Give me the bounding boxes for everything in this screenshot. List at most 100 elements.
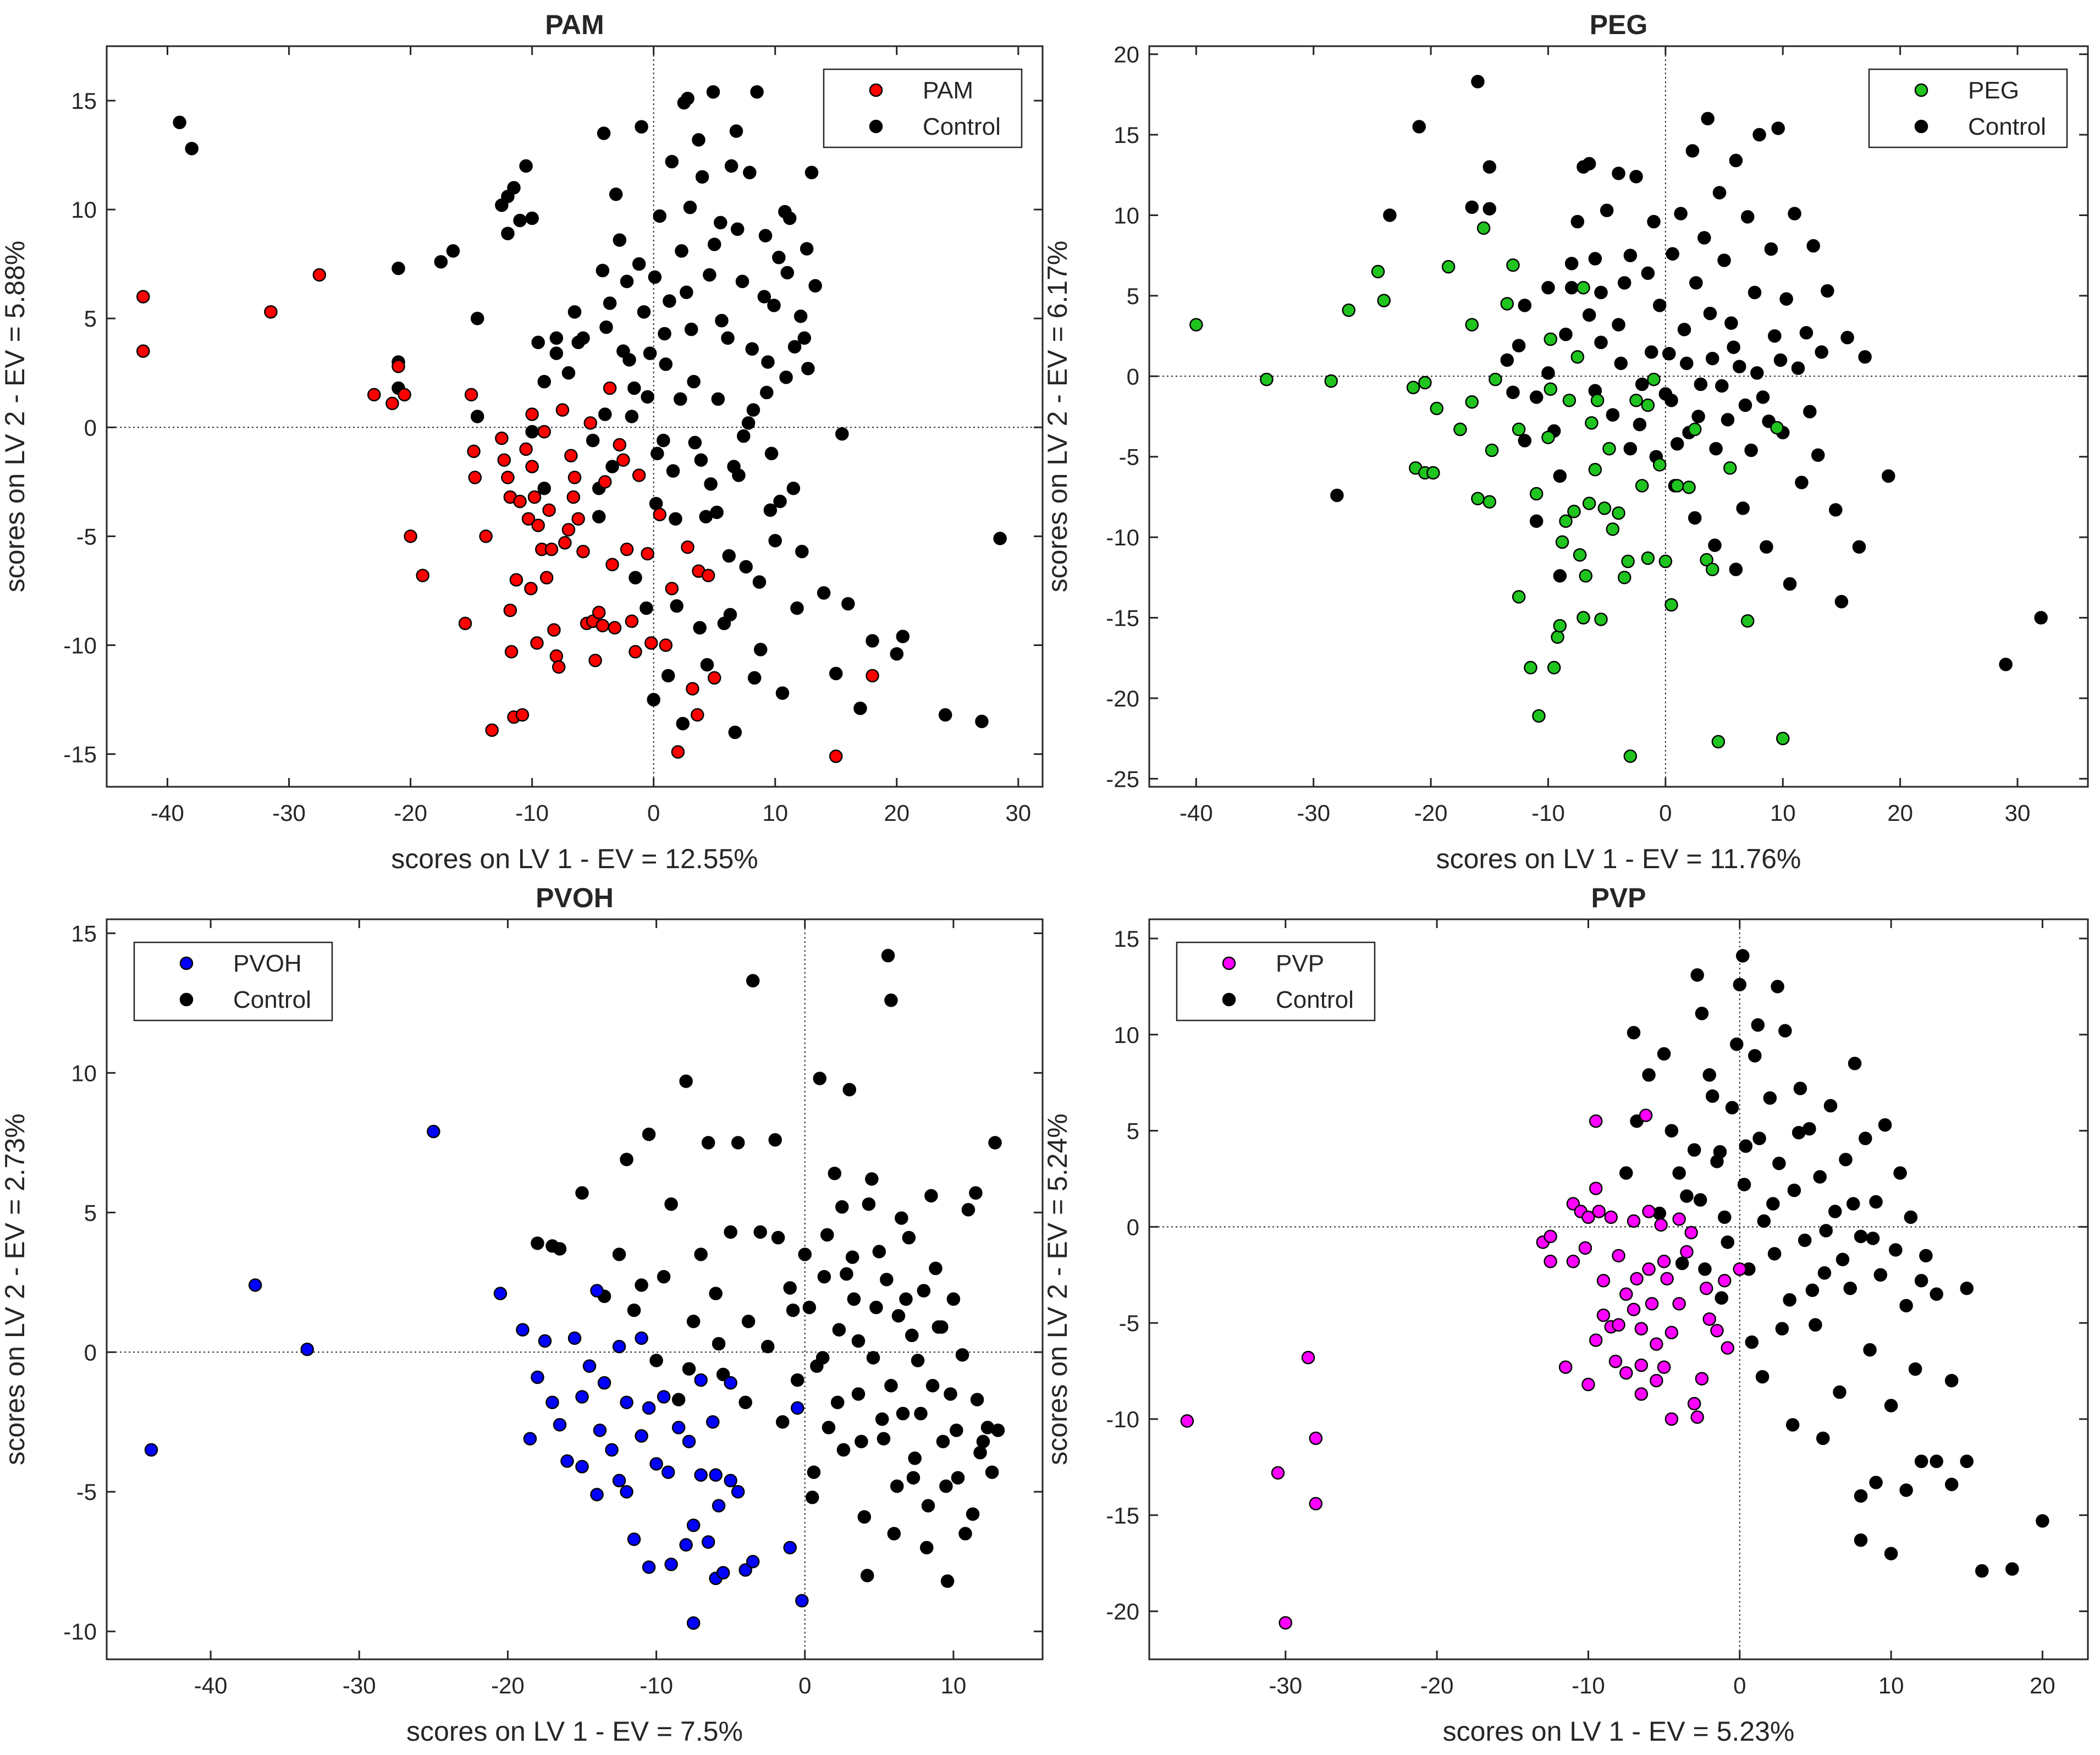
peg-control-point	[1694, 377, 1708, 391]
pvp-control-point	[1680, 1189, 1694, 1203]
peg-control-point	[1629, 169, 1643, 184]
pam-points	[136, 85, 1007, 763]
pvoh-legend-marker-pvoh	[179, 956, 194, 970]
peg-title: PEG	[1590, 9, 1648, 40]
peg-ytick-label: -20	[1106, 686, 1139, 711]
pam-pam-point	[544, 542, 559, 556]
pvoh-control-point	[807, 1465, 821, 1479]
pvp-ylabel: scores on LV 2 - EV = 5.24%	[1042, 1113, 1073, 1465]
peg-control-point	[1744, 443, 1758, 457]
pam-pam-point	[527, 490, 542, 504]
pam-pam-point	[468, 471, 482, 484]
pam-pam-point	[613, 438, 627, 452]
pam-control-point	[722, 549, 736, 563]
pam-control-point	[688, 435, 702, 450]
pvp-control-point	[1798, 1233, 1812, 1248]
pam-pam-point	[312, 268, 327, 282]
peg-control-point	[1674, 207, 1688, 220]
pam-control-point	[841, 597, 855, 611]
pvoh-title: PVOH	[536, 882, 614, 913]
peg-control-point	[1840, 330, 1854, 345]
pam-control-point	[627, 381, 641, 395]
pvoh-pvoh-point	[531, 1370, 544, 1384]
peg-control-point	[1806, 239, 1820, 253]
peg-control-point	[1783, 577, 1797, 591]
pvoh-control-point	[682, 1362, 696, 1376]
peg-control-point	[1482, 202, 1497, 216]
pvp-control-point	[1813, 1170, 1827, 1184]
pvp-pvp-point	[1566, 1255, 1580, 1268]
peg-control-point	[1760, 540, 1773, 554]
peg-peg-point	[1573, 548, 1587, 562]
pam-control-point	[659, 357, 673, 371]
peg-peg-point	[1441, 260, 1456, 274]
peg-control-point	[1768, 329, 1782, 343]
peg-ytick-label: 20	[1114, 42, 1139, 68]
pam-pam-point	[605, 558, 619, 572]
pvoh-pvoh-point	[664, 1558, 678, 1571]
peg-legend-label-peg: PEG	[1968, 77, 2019, 104]
pam-control-point	[757, 290, 771, 303]
pam-legend-box	[823, 68, 1023, 148]
pvp-legend-marker-control	[1222, 992, 1236, 1007]
peg-control-point	[1518, 299, 1532, 312]
pvp-control-point	[1817, 1266, 1832, 1280]
pvp-pvp-point	[1619, 1366, 1633, 1380]
pam-control-point	[721, 331, 735, 345]
peg-peg-point	[1551, 630, 1564, 644]
peg-peg-point	[1342, 303, 1355, 317]
pam-control-point	[567, 305, 582, 319]
pvoh-pvoh-point	[783, 1541, 797, 1555]
pvoh-control-point	[917, 1284, 931, 1298]
pvoh-pvoh-point	[724, 1376, 737, 1390]
pvoh-control-point	[822, 1421, 836, 1434]
pam-control-point	[651, 446, 664, 461]
pvp-pvp-point	[1627, 1214, 1641, 1228]
pam-control-point	[507, 181, 521, 195]
pam-control-point	[797, 331, 812, 345]
pam-title: PAM	[545, 9, 604, 40]
peg-xtick-label: 30	[2005, 800, 2031, 826]
peg-control-point	[1606, 408, 1620, 422]
pvoh-control-point	[813, 1072, 827, 1085]
peg-control-point	[1748, 285, 1762, 300]
pam-control-point	[829, 666, 843, 681]
peg-peg-point	[1555, 535, 1569, 549]
pam-control-point	[728, 725, 742, 739]
pam-control-point	[764, 446, 779, 461]
peg-peg-point	[1453, 422, 1467, 437]
peg-legend: PEG Control	[1868, 68, 2068, 148]
pam-pam-point	[686, 682, 699, 696]
pvp-pvp-point	[1589, 1182, 1603, 1195]
pvp-control-point	[1755, 1370, 1770, 1384]
pvp-control-point	[1793, 1081, 1807, 1095]
peg-control-point	[1811, 448, 1825, 462]
peg-peg-point	[1559, 514, 1573, 528]
pam-control-point	[730, 222, 745, 236]
peg-control-point	[1821, 284, 1834, 298]
pvoh-pvoh-point	[635, 1331, 648, 1345]
pvoh-control-point	[877, 1432, 891, 1445]
pvp-control-point	[1675, 1256, 1689, 1271]
peg-peg-point	[1547, 661, 1561, 675]
pvoh-control-point	[891, 1309, 906, 1323]
peg-peg-point	[1512, 590, 1526, 604]
pam-control-point	[704, 477, 718, 491]
pvp-control-point	[1893, 1166, 1907, 1180]
panel-pvoh: PVOH scores on LV 1 - EV = 7.5% scores o…	[0, 882, 1044, 1747]
pam-control-point	[641, 390, 654, 404]
pam-control-point	[597, 126, 611, 140]
pam-pam-point	[504, 645, 519, 659]
peg-peg-point	[1524, 661, 1537, 675]
pvoh-control-point	[973, 1445, 987, 1460]
peg-control-point	[1594, 285, 1608, 300]
peg-control-point	[1733, 360, 1746, 373]
pvoh-ytick-label: 0	[84, 1339, 97, 1365]
pam-pam-point	[866, 669, 879, 683]
peg-peg-point	[1476, 221, 1491, 235]
peg-peg-point	[1705, 562, 1719, 576]
pam-control-point	[648, 270, 662, 284]
peg-control-point	[1564, 280, 1579, 295]
pvp-control-point	[1766, 1197, 1780, 1211]
pvoh-pvoh-point	[712, 1499, 726, 1513]
